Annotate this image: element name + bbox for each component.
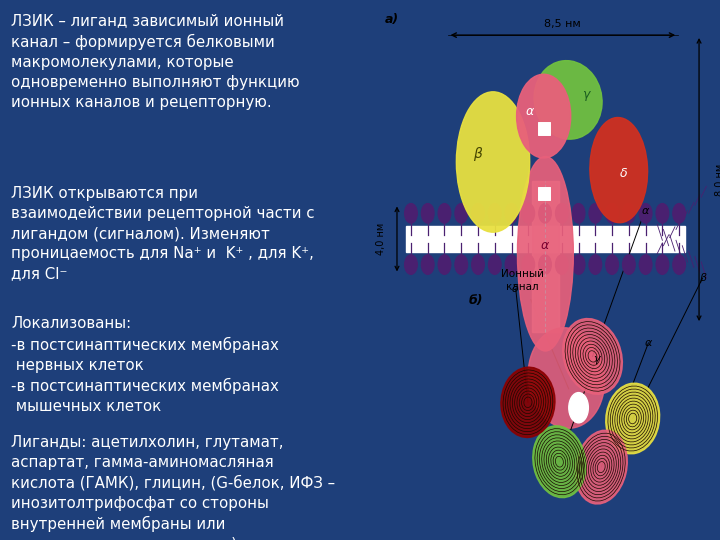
Circle shape [539,204,552,223]
Circle shape [556,255,568,274]
Circle shape [472,255,485,274]
Circle shape [472,204,485,223]
Text: Лиганды: ацетилхолин, глутамат,
аспартат, гамма-аминомасляная
кислота (ГАМК), гл: Лиганды: ацетилхолин, глутамат, аспартат… [11,435,336,540]
Circle shape [569,393,588,423]
Text: Ионный
канал: Ионный канал [501,269,544,292]
Ellipse shape [606,383,660,454]
Circle shape [606,255,618,274]
Ellipse shape [590,118,647,222]
Circle shape [539,255,552,274]
Circle shape [656,204,669,223]
Text: δ: δ [513,284,519,294]
Text: β: β [473,147,482,161]
Circle shape [589,204,602,223]
Bar [533,181,559,332]
Text: а): а) [384,14,399,26]
Circle shape [639,204,652,223]
Circle shape [589,255,602,274]
Text: ЛЗИК открываются при
взаимодействии рецепторной части с
лигандом (сигналом). Изм: ЛЗИК открываются при взаимодействии реце… [11,186,315,281]
Text: γ: γ [582,88,589,101]
Circle shape [421,204,434,223]
Circle shape [438,204,451,223]
Circle shape [488,204,501,223]
Text: δ: δ [620,167,628,180]
Text: б): б) [469,294,483,307]
Text: α: α [642,206,649,215]
Ellipse shape [456,92,530,232]
Text: Локализованы:
-в постсинаптических мембранах
 нервных клеток
-в постсинаптически: Локализованы: -в постсинаптических мембр… [11,316,279,414]
Ellipse shape [516,74,571,158]
Text: 8,5 нм: 8,5 нм [544,18,581,29]
Circle shape [405,204,418,223]
Circle shape [488,255,501,274]
Circle shape [656,255,669,274]
Text: γ: γ [593,354,599,364]
Circle shape [455,255,467,274]
Text: α: α [541,239,549,252]
Bar [406,226,685,252]
Circle shape [556,204,568,223]
Circle shape [606,204,618,223]
Circle shape [505,255,518,274]
Circle shape [438,255,451,274]
Ellipse shape [518,157,573,351]
Circle shape [522,255,534,274]
Text: α: α [526,105,534,118]
Circle shape [522,204,534,223]
Bar [539,122,549,135]
Bar [539,187,549,200]
Circle shape [505,204,518,223]
Circle shape [455,204,467,223]
Circle shape [572,255,585,274]
Circle shape [623,255,635,274]
Ellipse shape [528,328,605,428]
Circle shape [673,255,685,274]
Ellipse shape [501,367,555,437]
Text: ЛЗИК – лиганд зависимый ионный
канал – формируется белковыми
макромолекулами, ко: ЛЗИК – лиганд зависимый ионный канал – ф… [11,14,300,110]
Circle shape [639,255,652,274]
Circle shape [623,204,635,223]
Ellipse shape [533,426,586,498]
Text: 4,0 нм: 4,0 нм [377,223,386,255]
Text: 8,0 нм: 8,0 нм [715,164,720,195]
Circle shape [405,255,418,274]
Text: α: α [644,338,652,348]
Circle shape [572,204,585,223]
Circle shape [421,255,434,274]
Circle shape [673,204,685,223]
Ellipse shape [563,319,622,394]
Ellipse shape [575,430,627,504]
Ellipse shape [534,60,602,139]
Text: β: β [699,273,706,283]
